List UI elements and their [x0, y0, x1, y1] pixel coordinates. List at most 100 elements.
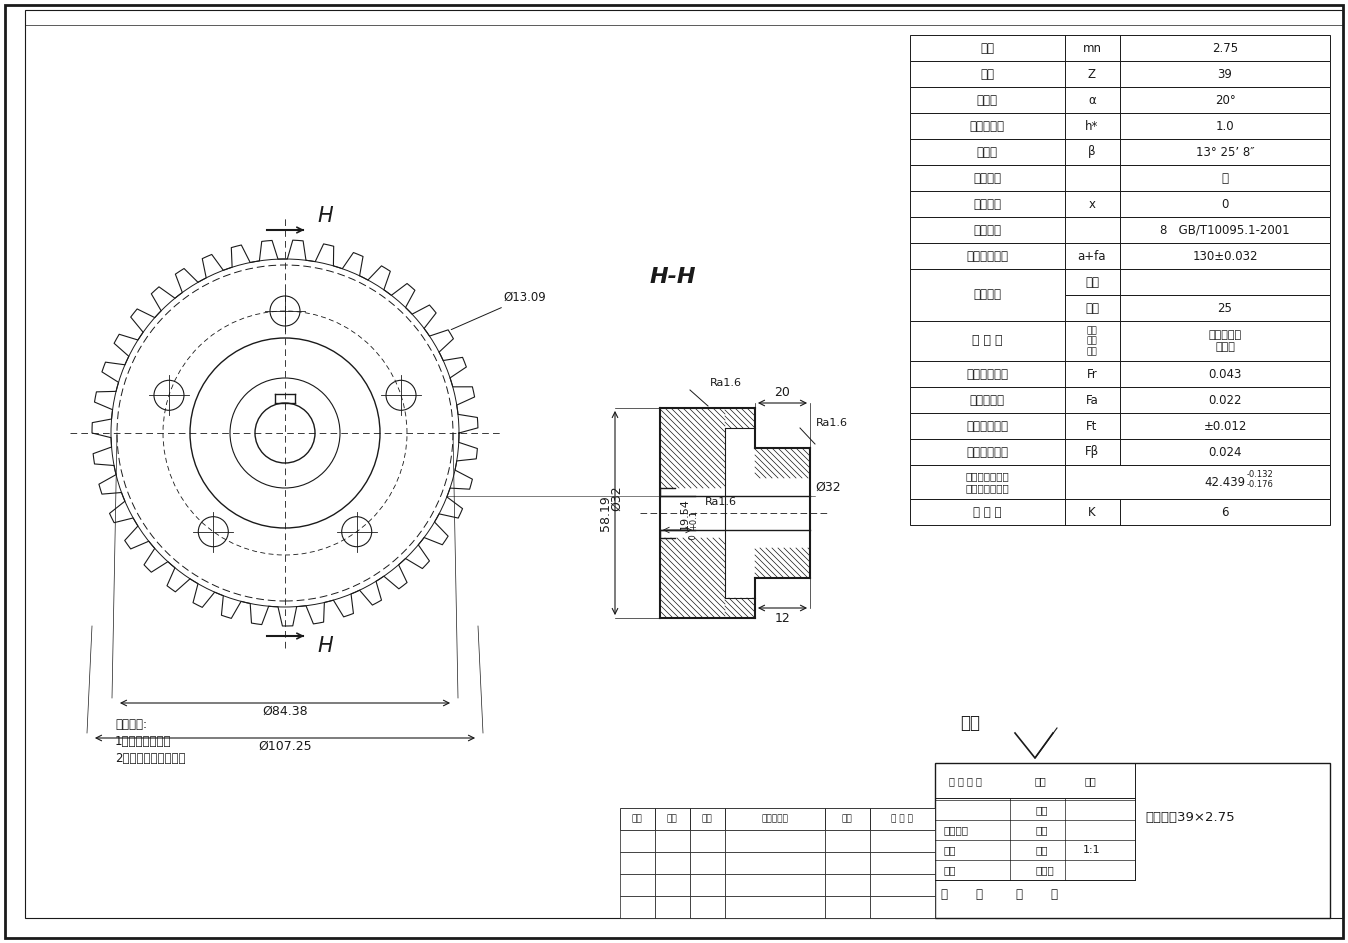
- Bar: [655, 874, 690, 896]
- Bar: [725, 852, 825, 874]
- Bar: [620, 852, 655, 874]
- Text: x: x: [1088, 197, 1096, 210]
- Text: 公法线平均长度
及其上、下偏差: 公法线平均长度 及其上、下偏差: [965, 472, 1008, 493]
- Text: 0.022: 0.022: [1208, 393, 1242, 406]
- Text: 2.75: 2.75: [1212, 41, 1237, 55]
- Bar: [690, 896, 725, 918]
- Text: 58.19: 58.19: [599, 495, 612, 531]
- Text: 齿形角: 齿形角: [976, 93, 998, 107]
- Text: Ø32: Ø32: [611, 486, 623, 511]
- Text: 更改文件号: 更改文件号: [762, 815, 789, 823]
- Bar: [620, 896, 655, 918]
- Text: 检验
项目
代号: 检验 项目 代号: [1086, 326, 1097, 356]
- Bar: [910, 191, 1330, 217]
- Bar: [1065, 269, 1330, 295]
- Bar: [869, 852, 936, 874]
- Text: 年 月 日: 年 月 日: [891, 815, 913, 823]
- Text: Ft: Ft: [1086, 420, 1097, 433]
- Text: 处数: 处数: [667, 815, 678, 823]
- Text: 12: 12: [775, 612, 790, 625]
- Text: 比例: 比例: [1084, 776, 1096, 786]
- Text: Ra1.6: Ra1.6: [705, 497, 737, 507]
- Text: 19.54: 19.54: [679, 498, 690, 530]
- Bar: [910, 243, 1330, 269]
- Bar: [910, 269, 1065, 321]
- Text: 0: 0: [689, 535, 698, 550]
- Text: 张: 张: [1050, 888, 1057, 901]
- Text: 1、机加件去毛棱: 1、机加件去毛棱: [115, 735, 171, 748]
- Bar: [910, 139, 1330, 165]
- Bar: [655, 808, 690, 830]
- Bar: [869, 830, 936, 852]
- Text: 圆柱齿轮39×2.75: 圆柱齿轮39×2.75: [1144, 811, 1235, 824]
- Text: Fa: Fa: [1085, 393, 1099, 406]
- Bar: [725, 874, 825, 896]
- Bar: [869, 896, 936, 918]
- Text: 校核: 校核: [944, 845, 956, 855]
- Text: 精度等级: 精度等级: [973, 223, 1002, 237]
- Bar: [910, 217, 1330, 243]
- Bar: [910, 87, 1330, 113]
- Bar: [690, 874, 725, 896]
- Text: 跨 齿 数: 跨 齿 数: [973, 505, 1002, 519]
- Bar: [725, 830, 825, 852]
- Text: Ra1.6: Ra1.6: [710, 378, 741, 388]
- Text: 0: 0: [1221, 197, 1228, 210]
- Text: Ø107.25: Ø107.25: [259, 740, 311, 753]
- Bar: [910, 321, 1330, 361]
- Text: H: H: [317, 636, 333, 656]
- Text: 39: 39: [1217, 68, 1232, 80]
- Text: 1.0: 1.0: [1216, 120, 1235, 133]
- Text: Fβ: Fβ: [1085, 445, 1099, 458]
- Text: β: β: [1088, 145, 1096, 158]
- Bar: [910, 113, 1330, 139]
- Text: 共: 共: [940, 888, 948, 901]
- Text: 技术要求:: 技术要求:: [115, 718, 147, 731]
- Text: 0.024: 0.024: [1208, 445, 1242, 458]
- Text: 42.439: 42.439: [1204, 475, 1246, 488]
- Text: 20: 20: [775, 386, 790, 399]
- Text: 公 差 组: 公 差 组: [972, 335, 1003, 348]
- Text: H-H: H-H: [650, 267, 697, 287]
- Text: Fr: Fr: [1086, 368, 1097, 380]
- Bar: [620, 874, 655, 896]
- Text: 齿廓总偏差: 齿廓总偏差: [969, 393, 1004, 406]
- Text: 变位系数: 变位系数: [973, 197, 1002, 210]
- Bar: [655, 896, 690, 918]
- Bar: [725, 808, 825, 830]
- Text: 分区: 分区: [701, 815, 712, 823]
- Text: 工艺: 工艺: [1035, 845, 1047, 855]
- Bar: [825, 852, 869, 874]
- Text: 公差或极限
偏差値: 公差或极限 偏差値: [1208, 330, 1242, 352]
- Text: -0.132: -0.132: [1247, 470, 1274, 479]
- Bar: [910, 361, 1330, 387]
- Bar: [869, 808, 936, 830]
- Bar: [910, 499, 1330, 525]
- Text: 质量: 质量: [1034, 776, 1046, 786]
- Bar: [910, 439, 1330, 465]
- Text: 0.043: 0.043: [1208, 368, 1242, 380]
- Text: 中心距及偏差: 中心距及偏差: [967, 250, 1008, 262]
- Text: 齿顶高系数: 齿顶高系数: [969, 120, 1004, 133]
- Text: -0.176: -0.176: [1247, 480, 1274, 489]
- Text: ±0.012: ±0.012: [1204, 420, 1247, 433]
- Text: 标准化: 标准化: [1035, 865, 1054, 875]
- Text: 主管设计: 主管设计: [944, 825, 968, 835]
- Bar: [910, 35, 1330, 61]
- Text: Ø13.09: Ø13.09: [452, 290, 546, 330]
- Text: Z: Z: [1088, 68, 1096, 80]
- Text: 配对齿轮: 配对齿轮: [973, 289, 1002, 302]
- Text: 齿数: 齿数: [980, 68, 993, 80]
- Text: 张: 张: [975, 888, 981, 901]
- Bar: [910, 465, 1330, 499]
- Text: 13° 25’ 8″: 13° 25’ 8″: [1196, 145, 1254, 158]
- Text: 图号: 图号: [1085, 275, 1099, 289]
- Text: 6: 6: [1221, 505, 1229, 519]
- Text: 2、尽量保证尺寸精度: 2、尽量保证尺寸精度: [115, 752, 186, 765]
- Text: 阶 段 标 记: 阶 段 标 记: [949, 776, 981, 786]
- Text: 标记: 标记: [632, 815, 643, 823]
- Text: 设计: 设计: [944, 865, 956, 875]
- Text: h*: h*: [1085, 120, 1099, 133]
- Bar: [1065, 295, 1330, 321]
- Bar: [825, 808, 869, 830]
